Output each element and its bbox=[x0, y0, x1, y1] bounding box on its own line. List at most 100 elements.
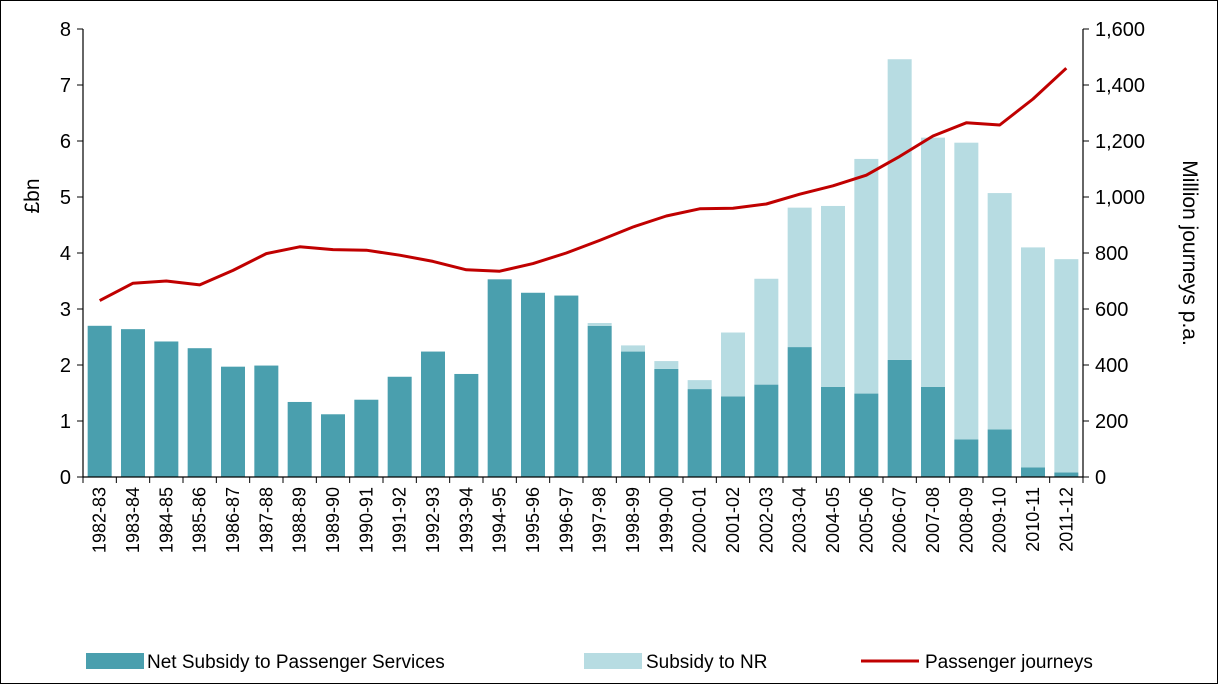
bar-net-subsidy bbox=[921, 386, 945, 477]
left-tick-label: 0 bbox=[60, 467, 71, 489]
right-tick-label: 1,200 bbox=[1095, 131, 1145, 153]
bars-layer bbox=[87, 59, 1079, 477]
x-tick-label: 1982-83 bbox=[90, 487, 110, 553]
bar-subsidy-nr bbox=[787, 207, 812, 348]
x-tick-label: 2004-05 bbox=[823, 487, 843, 553]
left-axis-title: £bn bbox=[21, 178, 44, 213]
bar-subsidy-nr bbox=[754, 278, 779, 385]
left-tick-label: 7 bbox=[60, 75, 71, 97]
x-tick-label: 2007-08 bbox=[923, 487, 943, 553]
bar-subsidy-nr bbox=[621, 345, 645, 352]
left-axis-ticks: 0 1 2 3 4 5 6 7 8 bbox=[60, 19, 83, 489]
bar-net-subsidy bbox=[554, 295, 579, 477]
bar-net-subsidy bbox=[321, 414, 345, 477]
x-tick-label: 2008-09 bbox=[956, 487, 976, 553]
left-tick-label: 8 bbox=[60, 19, 71, 41]
left-tick-label: 6 bbox=[60, 131, 71, 153]
bar-net-subsidy bbox=[987, 429, 1012, 477]
bar-net-subsidy bbox=[287, 401, 312, 477]
bar-subsidy-nr bbox=[954, 142, 979, 440]
legend-swatch-net-subsidy bbox=[86, 653, 144, 669]
x-tick-label: 2000-01 bbox=[690, 487, 710, 553]
bar-subsidy-nr bbox=[987, 193, 1012, 430]
legend-label-subsidy-nr: Subsidy to NR bbox=[646, 652, 767, 673]
bar-net-subsidy bbox=[521, 292, 545, 477]
x-tick-label: 1994-95 bbox=[490, 487, 510, 553]
bar-net-subsidy bbox=[154, 341, 179, 477]
bar-net-subsidy bbox=[954, 439, 979, 477]
x-axis-ticks: 1982-83 1983-84 1984-85 1985-86 1986-87 1987-… bbox=[82, 477, 1084, 553]
bar-net-subsidy bbox=[1054, 472, 1079, 477]
bar-subsidy-nr bbox=[821, 205, 845, 387]
x-tick-label: 2003-04 bbox=[790, 487, 810, 553]
bar-net-subsidy bbox=[87, 325, 112, 477]
right-tick-label: 1,600 bbox=[1095, 19, 1145, 41]
bar-net-subsidy bbox=[687, 389, 712, 477]
bar-net-subsidy bbox=[221, 366, 245, 477]
right-axis-title: Million journeys p.a. bbox=[1178, 160, 1201, 346]
right-tick-label: 400 bbox=[1095, 355, 1128, 377]
right-tick-label: 200 bbox=[1095, 411, 1128, 433]
x-tick-label: 1987-88 bbox=[256, 487, 276, 553]
x-tick-label: 2011-12 bbox=[1056, 487, 1076, 552]
bar-subsidy-nr bbox=[1054, 259, 1079, 473]
bar-net-subsidy bbox=[354, 399, 379, 477]
x-tick-label: 1989-90 bbox=[323, 487, 343, 553]
x-tick-label: 2009-10 bbox=[990, 487, 1010, 553]
bar-subsidy-nr bbox=[1021, 247, 1045, 468]
x-tick-label: 1993-94 bbox=[456, 487, 476, 553]
bar-subsidy-nr bbox=[721, 332, 745, 397]
bar-net-subsidy bbox=[587, 325, 612, 477]
x-tick-label: 2005-06 bbox=[856, 487, 876, 553]
x-tick-label: 2006-07 bbox=[890, 487, 910, 553]
legend-label-passenger-journeys: Passenger journeys bbox=[925, 652, 1093, 673]
passenger-journeys-line bbox=[99, 67, 1068, 302]
bar-subsidy-nr bbox=[921, 137, 945, 387]
bar-net-subsidy bbox=[121, 329, 145, 477]
right-tick-label: 1,000 bbox=[1095, 187, 1145, 209]
bar-subsidy-nr bbox=[587, 323, 612, 326]
bar-net-subsidy bbox=[487, 279, 512, 477]
right-tick-label: 1,400 bbox=[1095, 75, 1145, 97]
right-tick-label: 600 bbox=[1095, 299, 1128, 321]
bar-subsidy-nr bbox=[854, 158, 879, 394]
right-tick-label: 800 bbox=[1095, 243, 1128, 265]
bar-subsidy-nr bbox=[654, 361, 679, 369]
left-tick-label: 3 bbox=[60, 299, 71, 321]
left-tick-label: 1 bbox=[60, 411, 71, 433]
x-tick-label: 2010-11 bbox=[1023, 487, 1043, 552]
x-tick-label: 1998-99 bbox=[623, 487, 643, 553]
bar-net-subsidy bbox=[387, 376, 412, 477]
bar-net-subsidy bbox=[1021, 467, 1045, 477]
bar-net-subsidy bbox=[421, 351, 445, 477]
bar-net-subsidy bbox=[854, 393, 879, 477]
bar-net-subsidy bbox=[821, 386, 845, 477]
bar-net-subsidy bbox=[454, 373, 479, 477]
left-tick-label: 5 bbox=[60, 187, 71, 209]
x-tick-label: 1984-85 bbox=[156, 487, 176, 553]
x-tick-label: 1999-00 bbox=[656, 487, 676, 553]
x-tick-label: 1992-93 bbox=[423, 487, 443, 553]
bar-net-subsidy bbox=[754, 384, 779, 477]
x-tick-label: 1990-91 bbox=[356, 487, 376, 553]
bar-subsidy-nr bbox=[887, 59, 912, 360]
x-tick-label: 2001-02 bbox=[723, 487, 743, 553]
right-axis-ticks: 0 200 400 600 800 1,000 1,200 1,400 1,600 bbox=[1083, 19, 1145, 489]
bar-net-subsidy bbox=[887, 359, 912, 477]
x-tick-label: 1983-84 bbox=[123, 487, 143, 553]
left-tick-label: 2 bbox=[60, 355, 71, 377]
bar-net-subsidy bbox=[721, 396, 745, 477]
bar-net-subsidy bbox=[187, 348, 212, 477]
x-tick-label: 2002-03 bbox=[756, 487, 776, 553]
legend-label-net-subsidy: Net Subsidy to Passenger Services bbox=[147, 652, 445, 673]
x-tick-label: 1988-89 bbox=[290, 487, 310, 553]
bar-net-subsidy bbox=[787, 347, 812, 477]
x-tick-label: 1995-96 bbox=[523, 487, 543, 553]
right-tick-label: 0 bbox=[1095, 467, 1106, 489]
x-tick-label: 1997-98 bbox=[590, 487, 610, 553]
bar-net-subsidy bbox=[254, 365, 279, 477]
x-tick-label: 1996-97 bbox=[556, 487, 576, 553]
bar-net-subsidy bbox=[621, 351, 645, 477]
